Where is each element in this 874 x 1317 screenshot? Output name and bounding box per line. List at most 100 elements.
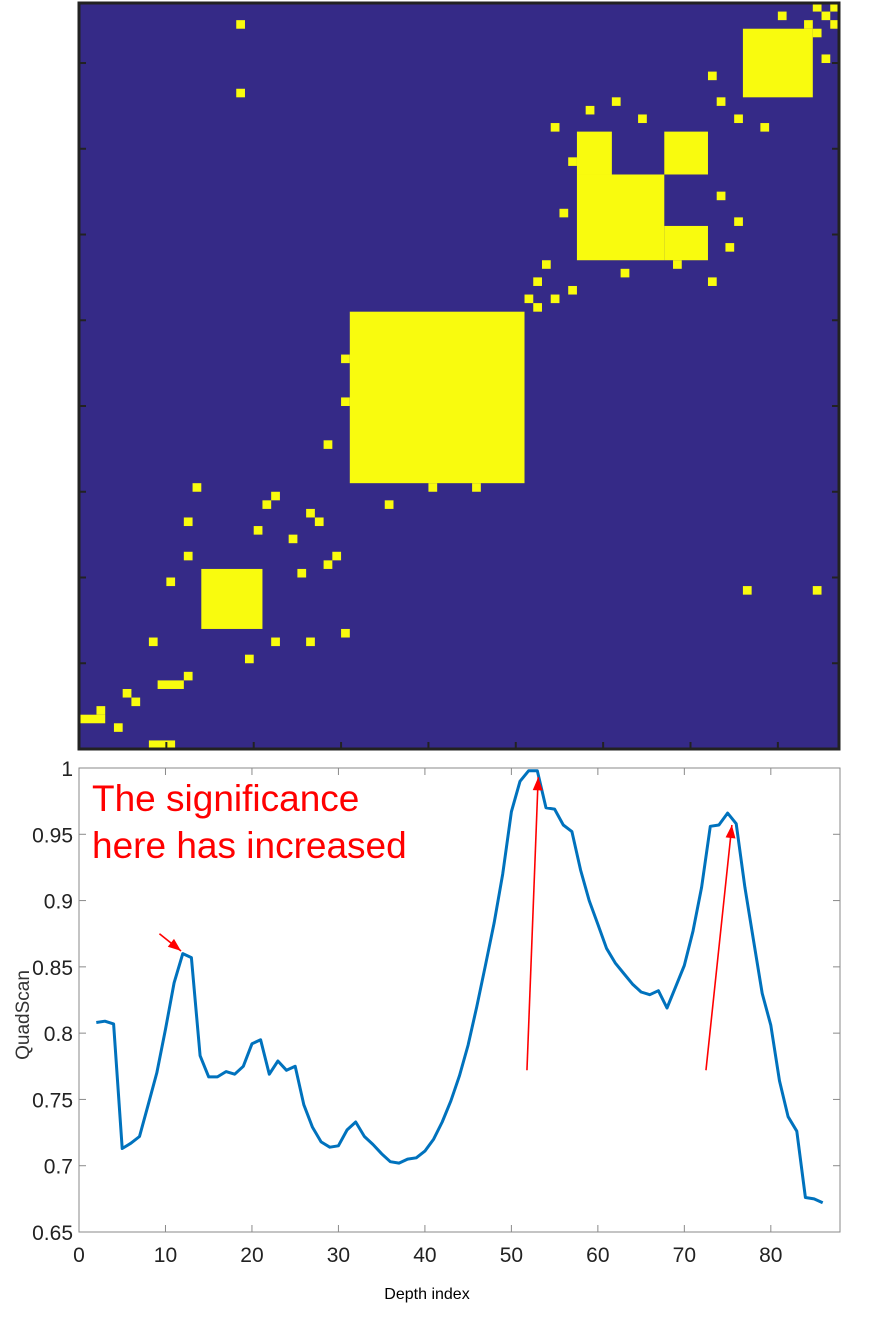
annotation-line-2: here has increased bbox=[92, 825, 407, 866]
annotation-arrowhead-2 bbox=[725, 825, 736, 839]
heatmap-block-9 bbox=[742, 28, 813, 98]
y-tick-label: 0.7 bbox=[44, 1156, 73, 1179]
heatmap-cell-62 bbox=[236, 20, 245, 29]
heatmap-cell-49 bbox=[821, 54, 831, 64]
heatmap-cell-60 bbox=[236, 88, 245, 98]
annotation-arrowhead-1 bbox=[532, 777, 543, 791]
heatmap-cell-61 bbox=[812, 586, 822, 595]
heatmap-cell-19 bbox=[271, 491, 280, 501]
x-tick-label: 80 bbox=[759, 1244, 782, 1267]
heatmap-block-7 bbox=[576, 131, 612, 175]
x-tick-label: 30 bbox=[327, 1244, 350, 1267]
heatmap-cell-39 bbox=[707, 277, 717, 286]
annotation-line-1: The significance bbox=[92, 778, 359, 819]
heatmap-cell-10 bbox=[306, 637, 315, 647]
heatmap-cell-54 bbox=[760, 123, 770, 132]
heatmap-cell-48 bbox=[716, 97, 726, 106]
heatmap-cell-50 bbox=[777, 11, 787, 21]
heatmap-cell-36 bbox=[559, 208, 569, 218]
heatmap-cell-13 bbox=[192, 483, 202, 492]
heatmap-block-3 bbox=[201, 568, 263, 629]
heatmap-block-8 bbox=[664, 131, 708, 175]
heatmap-cell-53 bbox=[707, 71, 717, 81]
heatmap-cell-47 bbox=[734, 114, 743, 124]
heatmap-block-4 bbox=[349, 311, 525, 484]
y-tick-labels: 0.65 0.7 0.75 0.8 0.85 0.9 0.95 1 bbox=[32, 758, 73, 1245]
heatmap-cell-38 bbox=[568, 157, 577, 166]
heatmap-cell-27 bbox=[472, 483, 481, 492]
heatmap-cell-46 bbox=[638, 114, 647, 124]
heatmap-cell-57 bbox=[812, 28, 822, 38]
heatmap-cell-3 bbox=[122, 688, 132, 698]
y-tick-label: 0.8 bbox=[44, 1023, 73, 1046]
heatmap-cell-34 bbox=[541, 260, 551, 269]
heatmap-cell-58 bbox=[804, 20, 813, 29]
heatmap-cell-21 bbox=[314, 517, 324, 527]
heatmap-cell-59 bbox=[742, 586, 752, 595]
heatmap-cell-33 bbox=[568, 285, 577, 295]
heatmap-cell-2 bbox=[131, 697, 141, 707]
heatmap-cell-0 bbox=[113, 723, 123, 732]
quadscan-series-line bbox=[96, 769, 824, 1205]
heatmap-cell-29 bbox=[533, 303, 542, 312]
heatmap-cell-11 bbox=[183, 517, 193, 527]
y-tick-label: 0.9 bbox=[44, 891, 73, 914]
annotation-arrowhead-0 bbox=[167, 938, 181, 951]
heatmap-cell-4 bbox=[183, 671, 193, 681]
x-tick-label: 40 bbox=[413, 1244, 436, 1267]
heatmap-cell-16 bbox=[323, 560, 333, 569]
heatmap-cell-52 bbox=[812, 3, 822, 12]
x-tick-label: 60 bbox=[586, 1244, 609, 1267]
heatmap-cell-12 bbox=[341, 628, 350, 638]
heatmap-cell-30 bbox=[524, 294, 534, 304]
x-tick-label: 50 bbox=[500, 1244, 523, 1267]
line-chart-panel: 0 10 20 30 40 50 60 70 80 0.650.70.750.80.850.90… bbox=[13, 758, 841, 1303]
heatmap-panel bbox=[77, 1, 841, 751]
heatmap-cell-15 bbox=[253, 526, 263, 535]
heatmap-cell-5 bbox=[148, 637, 158, 647]
heatmap-cell-17 bbox=[262, 500, 272, 509]
heatmap-block-1 bbox=[148, 740, 176, 749]
heatmap-cell-1 bbox=[96, 706, 106, 715]
heatmap-cell-55 bbox=[830, 3, 839, 12]
heatmap-cell-31 bbox=[550, 294, 560, 304]
heatmap-cell-44 bbox=[611, 97, 621, 106]
heatmap-frame bbox=[77, 1, 841, 751]
y-tick-label: 1 bbox=[61, 758, 73, 781]
heatmap-cell-6 bbox=[244, 654, 254, 664]
y-tick-label: 0.75 bbox=[32, 1089, 73, 1112]
heatmap-cell-25 bbox=[428, 483, 438, 492]
heatmap-cell-51 bbox=[830, 20, 839, 29]
heatmap-block-5 bbox=[576, 174, 665, 261]
heatmap-cell-24 bbox=[323, 440, 333, 449]
y-tick-label: 0.95 bbox=[32, 824, 73, 847]
y-axis-label: QuadScan bbox=[13, 970, 34, 1060]
heatmap-cell-8 bbox=[271, 637, 280, 647]
heatmap-cell-41 bbox=[725, 243, 735, 252]
heatmap-cell-37 bbox=[673, 260, 682, 269]
heatmap-cell-32 bbox=[533, 277, 542, 286]
annotation-arrow-2 bbox=[705, 824, 733, 1071]
heatmap-cell-22 bbox=[306, 508, 315, 518]
x-tick-label: 70 bbox=[673, 1244, 696, 1267]
x-tick-labels: 0 10 20 30 40 50 60 70 80 bbox=[73, 1244, 782, 1267]
heatmap-block-2 bbox=[157, 680, 184, 689]
heatmap-cell-26 bbox=[341, 397, 350, 407]
heatmap-block-0 bbox=[79, 714, 106, 724]
heatmap-cell-23 bbox=[384, 500, 394, 509]
x-axis-label: Depth index bbox=[384, 1286, 469, 1303]
heatmap-cell-43 bbox=[734, 217, 743, 226]
heatmap-cell-14 bbox=[297, 568, 307, 578]
heatmap-ticks bbox=[79, 62, 839, 749]
heatmap-cell-45 bbox=[716, 191, 726, 201]
heatmap-cell-56 bbox=[821, 11, 831, 21]
heatmap-cell-7 bbox=[166, 577, 176, 587]
heatmap-cells bbox=[79, 3, 839, 749]
y-tick-label: 0.85 bbox=[32, 957, 73, 980]
heatmap-cell-35 bbox=[620, 268, 630, 278]
heatmap-cell-28 bbox=[341, 354, 350, 364]
heatmap-cell-18 bbox=[332, 551, 342, 561]
heatmap-cell-40 bbox=[550, 123, 560, 132]
x-tick-label: 10 bbox=[154, 1244, 177, 1267]
